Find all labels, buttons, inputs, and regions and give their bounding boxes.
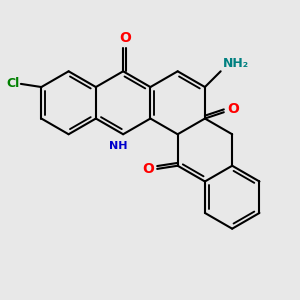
Text: O: O [142,162,154,176]
Text: O: O [119,31,130,44]
Text: NH₂: NH₂ [223,57,249,70]
Text: NH: NH [109,141,128,151]
Text: Cl: Cl [6,77,19,90]
Text: O: O [227,102,239,116]
